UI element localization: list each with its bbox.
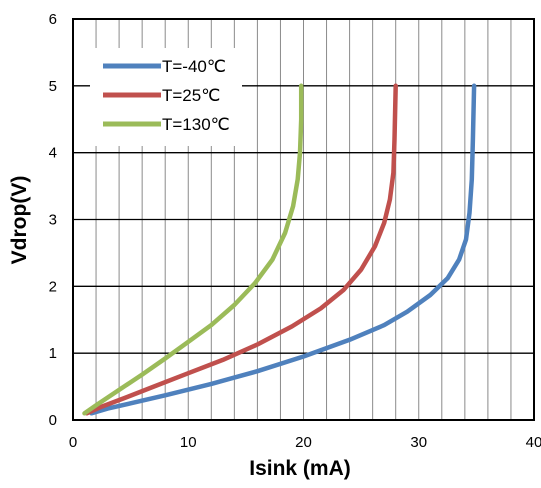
y-tick-labels: 0 1 2 3 4 5 6: [49, 11, 57, 429]
y-tick-label: 2: [49, 278, 57, 295]
x-tick-label: 10: [180, 434, 197, 451]
y-axis-title: Vdrop(V): [8, 176, 31, 265]
y-tick-label: 6: [49, 11, 57, 28]
y-tick-label: 5: [49, 78, 57, 95]
plot-area-border: [72, 18, 535, 421]
legend-label: T=130℃: [162, 115, 230, 134]
x-tick-label: 30: [410, 434, 427, 451]
y-tick-label: 4: [49, 145, 57, 162]
x-axis-title: Isink (mA): [249, 457, 351, 480]
series-line-2: [84, 83, 398, 416]
legend-label: T=25℃: [162, 86, 220, 105]
series-line-3: [82, 83, 304, 416]
x-tick-label: 40: [526, 434, 541, 451]
legend-label: T=-40℃: [162, 57, 226, 76]
legend: T=-40℃ T=25℃ T=130℃: [90, 48, 242, 146]
x-tick-labels: 0 10 20 30 40: [69, 434, 541, 451]
series-layer: [82, 83, 477, 416]
y-tick-label: 1: [49, 345, 57, 362]
y-tick-label: 3: [49, 212, 57, 229]
x-tick-label: 20: [295, 434, 312, 451]
y-tick-label: 0: [49, 412, 57, 429]
x-tick-label: 0: [69, 434, 77, 451]
series-line-1: [89, 83, 477, 416]
